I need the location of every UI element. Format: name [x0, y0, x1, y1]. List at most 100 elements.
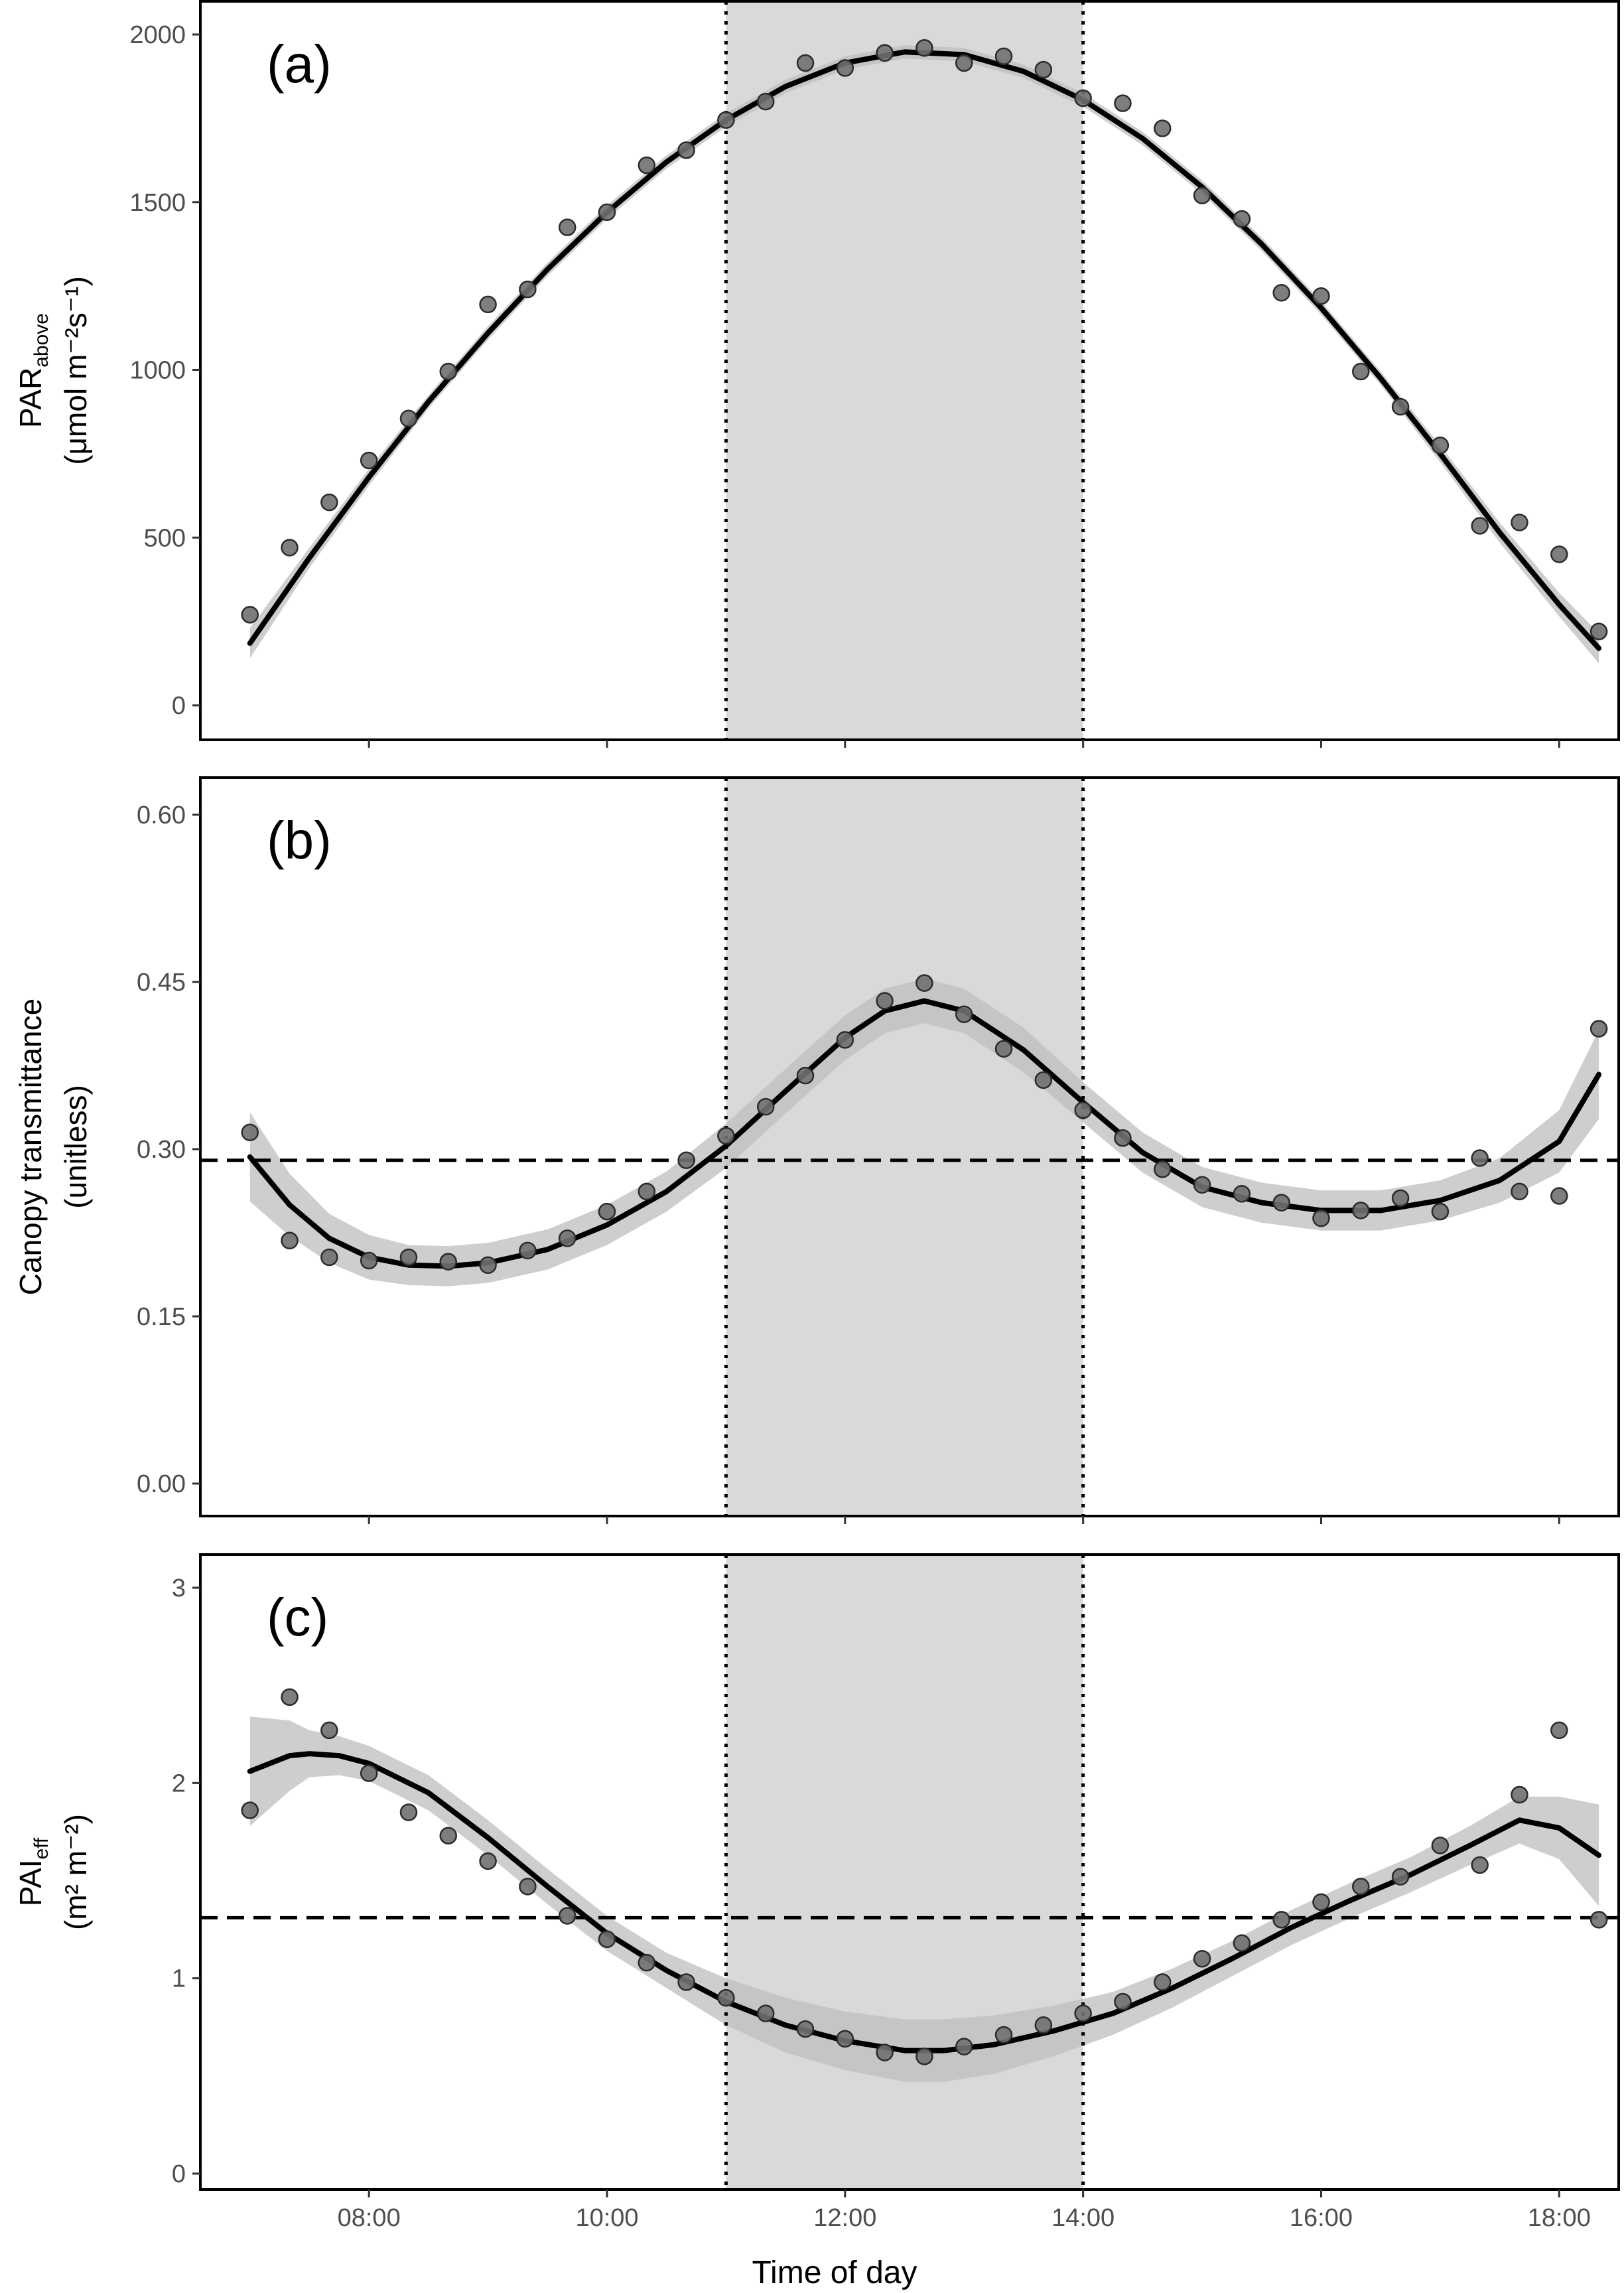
data-point — [955, 2038, 973, 2055]
data-point — [1272, 1194, 1290, 1212]
data-point — [1034, 60, 1053, 79]
data-point — [1312, 1209, 1330, 1227]
data-point — [915, 974, 933, 992]
data-point — [1391, 1189, 1410, 1208]
y-axis-label: PAIeff (m² m⁻²) — [13, 1814, 93, 1930]
data-point — [1233, 1184, 1251, 1203]
data-point — [677, 141, 695, 159]
data-point — [1114, 94, 1132, 112]
y-axis-label: PARabove (μmol m⁻²s⁻¹) — [13, 276, 93, 465]
data-point — [1511, 514, 1528, 531]
data-point — [1431, 1837, 1450, 1854]
data-point — [1471, 517, 1489, 535]
data-point — [1193, 1176, 1211, 1194]
data-point — [1193, 186, 1211, 204]
data-point — [677, 1151, 695, 1170]
chart-panel-c: 0 1 2 3 08:00 10:00 12:00 14:00 16:00 18:00 (c) PAI… — [13, 1553, 1620, 2232]
data-point — [1471, 1149, 1489, 1167]
data-point — [241, 1801, 259, 1819]
data-point — [638, 1953, 656, 1972]
plot-area — [241, 1, 1608, 740]
data-point — [519, 1878, 537, 1896]
data-point — [598, 203, 616, 222]
y-tick-label: 2000 — [129, 21, 186, 49]
chart-panel-b: 0.00 0.15 0.30 0.45 0.60 (b) Canopy transmitta… — [13, 776, 1620, 1524]
data-point — [1034, 2016, 1053, 2034]
y-tick-label: 1000 — [129, 357, 186, 385]
data-point — [1391, 397, 1410, 416]
data-point — [1590, 1911, 1608, 1929]
data-point — [717, 111, 735, 129]
data-point — [1312, 287, 1330, 305]
y-tick-label: 0.45 — [137, 969, 186, 997]
data-point — [1431, 436, 1450, 454]
data-point — [994, 2026, 1013, 2044]
data-point — [598, 1930, 616, 1949]
data-point — [1154, 1160, 1172, 1178]
data-point — [756, 1097, 775, 1116]
y-tick-label: 0.30 — [137, 1136, 186, 1164]
data-point — [519, 280, 537, 299]
data-point — [519, 1241, 537, 1260]
data-point — [796, 1066, 815, 1085]
data-point — [1114, 1992, 1132, 2011]
data-point — [1352, 1878, 1370, 1896]
panel-label: (a) — [267, 35, 332, 94]
data-point — [1352, 362, 1370, 381]
data-point — [915, 2048, 933, 2065]
y-tick-label: 0.15 — [137, 1303, 186, 1331]
y-tick-label: 0 — [172, 692, 186, 720]
data-point — [1272, 1911, 1290, 1929]
data-point — [717, 1127, 735, 1145]
data-point — [360, 1251, 378, 1270]
y-tick-label: 3 — [172, 1574, 186, 1602]
x-tick-label: 14:00 — [1051, 2204, 1115, 2232]
data-point — [281, 1688, 299, 1706]
data-point — [1233, 1934, 1251, 1952]
y-tick-label: 1 — [172, 1965, 186, 1993]
data-point — [1550, 1187, 1568, 1205]
data-point — [399, 409, 418, 428]
data-point — [796, 54, 815, 72]
data-point — [558, 1907, 576, 1925]
data-point — [1550, 545, 1568, 563]
fit-line — [247, 1751, 1602, 2053]
data-point — [241, 606, 259, 624]
data-point — [796, 2020, 815, 2038]
data-point — [876, 44, 894, 62]
data-point — [241, 1123, 259, 1142]
data-point — [558, 218, 576, 236]
x-tick-label: 10:00 — [575, 2204, 638, 2232]
y-tick-label: 2 — [172, 1770, 186, 1797]
data-point — [1511, 1182, 1528, 1201]
data-point — [1154, 1973, 1172, 1991]
y-tick-label: 500 — [144, 524, 186, 552]
data-point — [876, 2044, 894, 2061]
data-point — [1471, 1856, 1489, 1874]
data-point — [320, 1248, 338, 1267]
data-point — [360, 451, 378, 470]
data-point — [915, 38, 933, 57]
y-tick-label: 1500 — [129, 189, 186, 217]
y-tick-label: 0.00 — [137, 1470, 186, 1498]
data-point — [1074, 89, 1092, 107]
y-tick-label: 0 — [172, 2160, 186, 2188]
data-point — [836, 2030, 854, 2048]
data-point — [1074, 2004, 1092, 2022]
data-point — [638, 156, 656, 174]
data-point — [479, 1852, 497, 1870]
data-point — [1511, 1785, 1528, 1804]
panel-frame — [199, 1553, 1620, 2191]
data-point — [1312, 1893, 1330, 1911]
data-point — [994, 47, 1013, 66]
data-point — [479, 295, 497, 314]
y-axis-label: Canopy transmittance (unitless) — [13, 999, 93, 1295]
data-point — [439, 362, 458, 381]
data-point — [1233, 210, 1251, 228]
confidence-band — [249, 978, 1599, 1286]
data-point — [360, 1764, 378, 1782]
x-tick-label: 08:00 — [338, 2204, 401, 2232]
y-tick-label: 0.60 — [137, 801, 186, 829]
data-point — [320, 1721, 338, 1740]
midday-shaded-window — [726, 1555, 1083, 2189]
